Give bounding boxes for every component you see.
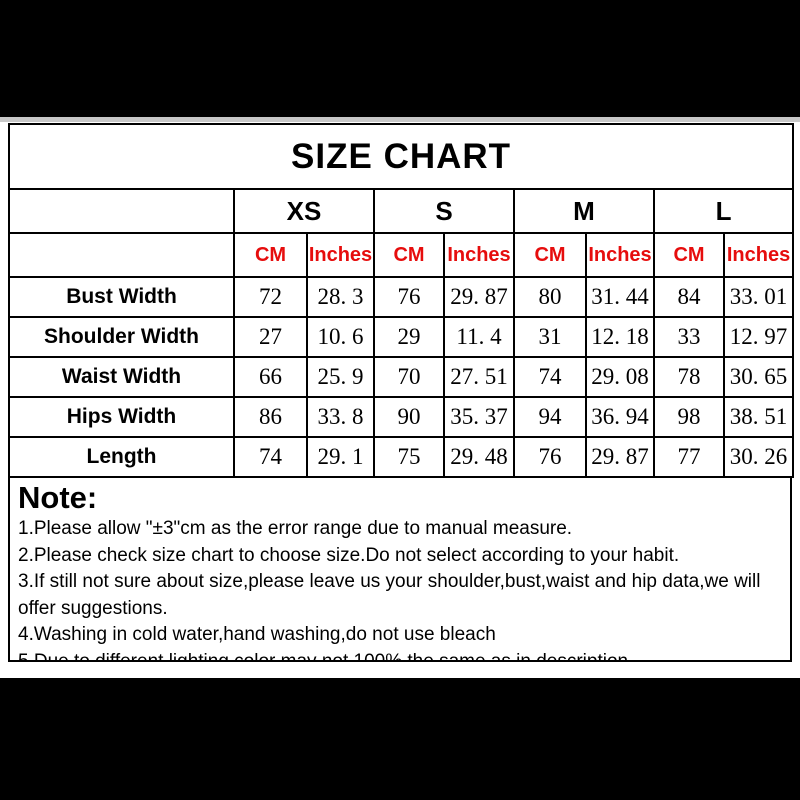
cell: 10. 6	[306, 316, 375, 358]
row-label: Hips Width	[8, 396, 235, 438]
unit-inches-m: Inches	[585, 232, 655, 278]
cell: 98	[653, 396, 725, 438]
table-row-length: Length 74 29. 1 75 29. 48 76 29. 87 77 3…	[8, 436, 795, 478]
cell: 76	[373, 276, 445, 318]
cell: 38. 51	[722, 396, 795, 438]
unit-inches-xs: Inches	[306, 232, 375, 278]
cell: 33	[653, 316, 725, 358]
unit-cm-xs: CM	[233, 232, 308, 278]
cell: 30. 65	[722, 356, 795, 398]
content-strip: SIZE CHART XS S M L CM Inches CM Inches …	[0, 117, 800, 678]
row-label: Waist Width	[8, 356, 235, 398]
title-row: SIZE CHART	[7, 123, 795, 190]
table-row-waist: Waist Width 66 25. 9 70 27. 51 74 29. 08…	[8, 356, 795, 398]
cell: 29. 48	[443, 436, 515, 478]
unit-cm-l: CM	[653, 232, 725, 278]
cell: 29. 87	[585, 436, 655, 478]
cell: 77	[653, 436, 725, 478]
table-row-hips: Hips Width 86 33. 8 90 35. 37 94 36. 94 …	[8, 396, 795, 438]
cell: 27. 51	[443, 356, 515, 398]
size-chart: SIZE CHART XS S M L CM Inches CM Inches …	[7, 123, 795, 662]
note-heading: Note:	[18, 480, 98, 515]
table-row-bust: Bust Width 72 28. 3 76 29. 87 80 31. 44 …	[8, 276, 795, 318]
note-line-5: 5.Due to different lighting,color may no…	[18, 650, 629, 662]
note-line-3: 3.If still not sure about size,please le…	[18, 571, 761, 619]
table-row-shoulder: Shoulder Width 27 10. 6 29 11. 4 31 12. …	[8, 316, 795, 358]
row-label: Bust Width	[8, 276, 235, 318]
size-chart-table: SIZE CHART XS S M L CM Inches CM Inches …	[7, 123, 795, 478]
cell: 29. 08	[585, 356, 655, 398]
size-header-m: M	[513, 188, 655, 234]
cell: 72	[233, 276, 308, 318]
page-title: SIZE CHART	[7, 123, 795, 190]
unit-inches-s: Inches	[443, 232, 515, 278]
unit-header-row: CM Inches CM Inches CM Inches CM Inches	[8, 232, 795, 278]
note-line-2: 2.Please check size chart to choose size…	[18, 544, 680, 566]
cell: 94	[513, 396, 587, 438]
corner-empty-cell	[8, 232, 235, 278]
cell: 12. 97	[722, 316, 795, 358]
cell: 86	[233, 396, 308, 438]
cell: 31	[513, 316, 587, 358]
note-line-4: 4.Washing in cold water,hand washing,do …	[18, 624, 496, 645]
cell: 28. 3	[306, 276, 375, 318]
cell: 36. 94	[585, 396, 655, 438]
unit-cm-s: CM	[373, 232, 445, 278]
note-line-1: 1.Please allow "±3"cm as the error range…	[18, 518, 573, 539]
cell: 29	[373, 316, 445, 358]
cell: 30. 26	[722, 436, 795, 478]
size-header-row: XS S M L	[8, 188, 795, 234]
size-header-s: S	[373, 188, 515, 234]
cell: 11. 4	[443, 316, 515, 358]
cell: 90	[373, 396, 445, 438]
unit-inches-l: Inches	[722, 232, 795, 278]
cell: 27	[233, 316, 308, 358]
cell: 76	[513, 436, 587, 478]
note-section: Note: 1.Please allow "±3"cm as the error…	[8, 476, 792, 662]
cell: 80	[513, 276, 587, 318]
cell: 75	[373, 436, 445, 478]
top-edge-strip	[0, 117, 800, 122]
cell: 29. 1	[306, 436, 375, 478]
cell: 78	[653, 356, 725, 398]
row-label: Length	[8, 436, 235, 478]
corner-empty-cell	[8, 188, 235, 234]
cell: 25. 9	[306, 356, 375, 398]
size-header-l: L	[652, 188, 795, 234]
cell: 31. 44	[585, 276, 655, 318]
row-label: Shoulder Width	[8, 316, 235, 358]
cell: 33. 8	[306, 396, 375, 438]
cell: 66	[233, 356, 308, 398]
cell: 84	[653, 276, 725, 318]
cell: 35. 37	[443, 396, 515, 438]
cell: 12. 18	[585, 316, 655, 358]
cell: 70	[373, 356, 445, 398]
cell: 74	[233, 436, 308, 478]
size-header-xs: XS	[233, 188, 375, 234]
cell: 33. 01	[722, 276, 795, 318]
cell: 29. 87	[443, 276, 515, 318]
cell: 74	[513, 356, 587, 398]
unit-cm-m: CM	[513, 232, 587, 278]
